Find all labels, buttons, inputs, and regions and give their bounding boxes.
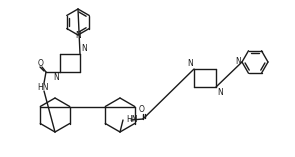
Text: N: N [53,73,59,82]
Text: N: N [187,59,193,68]
Text: N: N [81,44,87,53]
Text: O: O [139,106,145,114]
Text: O: O [38,59,44,68]
Text: N: N [75,30,81,40]
Text: N: N [235,57,241,67]
Text: N: N [217,88,223,97]
Text: HN: HN [37,82,49,92]
Text: HN: HN [126,116,137,125]
